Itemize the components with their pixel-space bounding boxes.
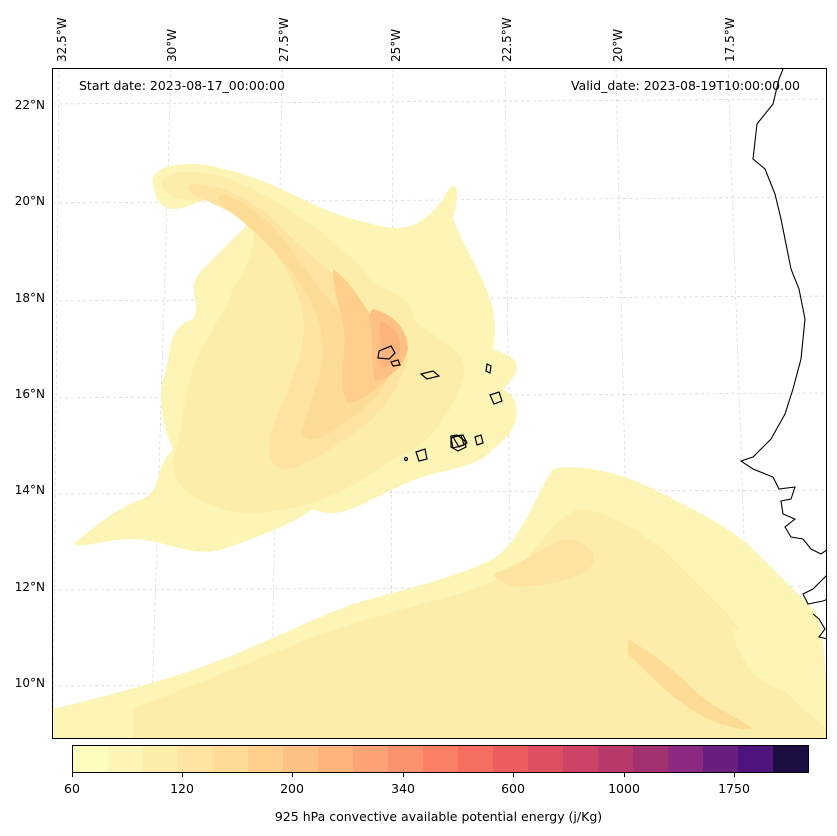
colorbar-cell — [178, 746, 213, 772]
colorbar-tick: 1000 — [608, 781, 640, 796]
colorbar-cell — [423, 746, 458, 772]
lon-label: 30°W — [165, 28, 179, 62]
colorbar-cell — [248, 746, 283, 772]
lon-label: 20°W — [611, 28, 625, 62]
colorbar-cell — [738, 746, 773, 772]
colorbar-label: 925 hPa convective available potential e… — [274, 809, 603, 824]
lat-label: 12°N — [14, 580, 45, 594]
colorbar — [72, 745, 809, 773]
colorbar-cell — [388, 746, 423, 772]
colorbar-cell — [108, 746, 143, 772]
map-panel — [52, 68, 827, 739]
colorbar-cell — [563, 746, 598, 772]
colorbar-cell — [458, 746, 493, 772]
lat-label: 20°N — [14, 194, 45, 208]
lon-label: 27.5°W — [277, 17, 291, 62]
colorbar-tick: 200 — [280, 781, 304, 796]
colorbar-tick: 1750 — [718, 781, 750, 796]
colorbar-tick: 60 — [64, 781, 80, 796]
colorbar-cell — [353, 746, 388, 772]
colorbar-cell — [633, 746, 668, 772]
lon-label: 22.5°W — [500, 17, 514, 62]
lon-label: 32.5°W — [55, 17, 69, 62]
colorbar-cell — [773, 746, 808, 772]
lat-label: 22°N — [14, 98, 45, 112]
map-canvas — [53, 69, 826, 738]
colorbar-cell — [493, 746, 528, 772]
lat-label: 14°N — [14, 483, 45, 497]
islands — [377, 345, 503, 462]
colorbar-cell — [703, 746, 738, 772]
lon-label: 17.5°W — [723, 17, 737, 62]
colorbar-cell — [143, 746, 178, 772]
colorbar-cell — [73, 746, 108, 772]
colorbar-cell — [668, 746, 703, 772]
lon-label: 25°W — [389, 28, 403, 62]
colorbar-tick: 120 — [170, 781, 194, 796]
colorbar-cell — [213, 746, 248, 772]
colorbar-cell — [528, 746, 563, 772]
colorbar-tick: 340 — [391, 781, 415, 796]
colorbar-cell — [318, 746, 353, 772]
lat-label: 16°N — [14, 387, 45, 401]
valid-date-label: Valid_date: 2023-08-19T10:00:00.00 — [570, 78, 800, 93]
cape-field — [53, 164, 826, 738]
colorbar-cell — [283, 746, 318, 772]
start-date-label: Start date: 2023-08-17_00:00:00 — [79, 78, 285, 93]
lat-label: 18°N — [14, 291, 45, 305]
colorbar-cell — [598, 746, 633, 772]
coastline — [739, 69, 826, 640]
lat-label: 10°N — [14, 676, 45, 690]
colorbar-tick: 600 — [501, 781, 525, 796]
